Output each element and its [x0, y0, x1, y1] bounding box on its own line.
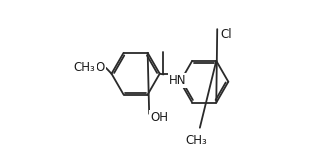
- Text: CH₃: CH₃: [185, 134, 207, 147]
- Text: OH: OH: [150, 111, 168, 124]
- Text: HN: HN: [169, 74, 186, 87]
- Text: O: O: [96, 61, 105, 74]
- Text: Cl: Cl: [220, 28, 232, 41]
- Text: CH₃: CH₃: [74, 61, 96, 74]
